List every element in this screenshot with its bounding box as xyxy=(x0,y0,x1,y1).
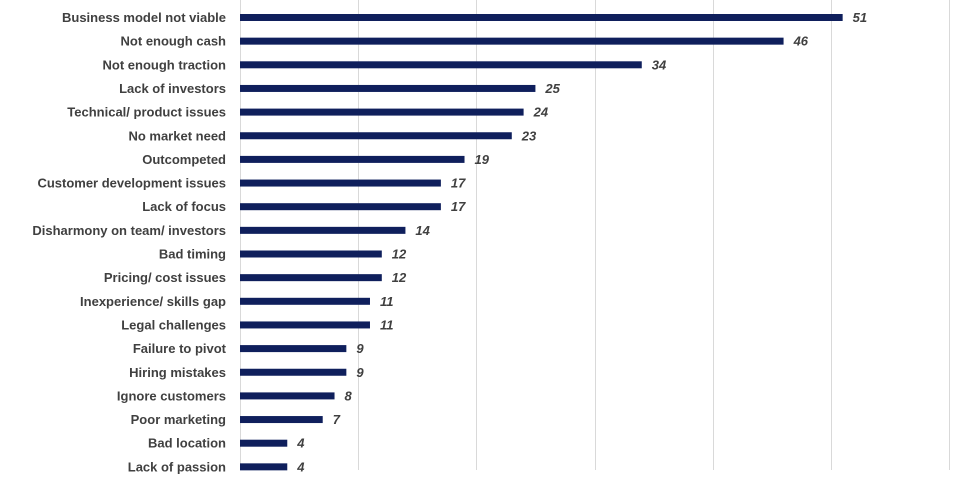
bar xyxy=(240,250,382,258)
bar xyxy=(240,297,370,305)
value-label: 17 xyxy=(451,176,466,191)
gridlines xyxy=(240,0,950,470)
bar xyxy=(240,14,843,21)
category-label: Inexperience/ skills gap xyxy=(80,294,226,309)
category-label: Hiring mistakes xyxy=(129,365,226,380)
value-label: 8 xyxy=(345,388,353,403)
x-tick-label: 60 xyxy=(943,0,957,1)
category-label: Ignore customers xyxy=(117,388,226,403)
bar xyxy=(240,155,465,163)
bars xyxy=(240,14,843,471)
value-label: 11 xyxy=(380,317,394,332)
category-label: Business model not viable xyxy=(62,10,226,25)
value-label: 4 xyxy=(296,459,305,474)
category-labels: Business model not viable Not enough cash… xyxy=(32,10,226,474)
x-tick-label: 30 xyxy=(589,0,603,1)
bar xyxy=(240,84,536,92)
bar xyxy=(240,179,441,187)
bar xyxy=(240,61,642,69)
category-label: Poor marketing xyxy=(131,412,226,427)
bar xyxy=(240,321,370,329)
value-label: 7 xyxy=(333,412,341,427)
bar xyxy=(240,203,441,211)
value-label: 9 xyxy=(356,365,364,380)
x-tick-label: 50 xyxy=(825,0,839,1)
value-label: 11 xyxy=(380,294,394,309)
category-label: Not enough traction xyxy=(103,57,227,72)
bar xyxy=(240,463,288,471)
category-label: Lack of passion xyxy=(128,459,226,474)
value-label: 17 xyxy=(451,199,466,214)
category-label: Lack of investors xyxy=(119,81,226,96)
bar xyxy=(240,226,406,234)
bar xyxy=(240,416,323,424)
x-axis-tick-labels: 0 10 20 30 40 50 60 xyxy=(237,0,956,1)
bar xyxy=(240,37,784,45)
category-label: Not enough cash xyxy=(121,34,227,49)
x-tick-label: 20 xyxy=(470,0,484,1)
bar xyxy=(240,392,335,400)
bar xyxy=(240,132,512,140)
category-label: Customer development issues xyxy=(37,176,226,191)
value-label: 24 xyxy=(533,105,549,120)
value-label: 25 xyxy=(544,81,560,96)
category-label: Pricing/ cost issues xyxy=(104,270,226,285)
bar xyxy=(240,108,524,116)
value-label: 34 xyxy=(652,57,667,72)
x-tick-label: 0 xyxy=(237,0,244,1)
value-label: 23 xyxy=(521,128,537,143)
value-label: 9 xyxy=(356,341,364,356)
category-label: Failure to pivot xyxy=(133,341,227,356)
category-label: Outcompeted xyxy=(142,152,226,167)
bar xyxy=(240,274,382,282)
bar xyxy=(240,345,347,353)
value-label: 14 xyxy=(415,223,430,238)
x-tick-label: 40 xyxy=(707,0,721,1)
x-tick-label: 10 xyxy=(352,0,366,1)
category-label: Bad timing xyxy=(159,247,226,262)
category-label: Bad location xyxy=(148,436,226,451)
category-label: Disharmony on team/ investors xyxy=(32,223,226,238)
category-label: Legal challenges xyxy=(121,317,226,332)
category-label: Technical/ product issues xyxy=(67,105,226,120)
value-label: 46 xyxy=(793,34,809,49)
bar xyxy=(240,439,288,447)
value-label: 12 xyxy=(392,247,407,262)
value-label: 19 xyxy=(475,152,490,167)
value-label: 51 xyxy=(853,10,867,25)
category-label: No market need xyxy=(128,128,226,143)
value-label: 12 xyxy=(392,270,407,285)
value-label: 4 xyxy=(296,436,305,451)
category-label: Lack of focus xyxy=(142,199,226,214)
bar xyxy=(240,368,347,376)
